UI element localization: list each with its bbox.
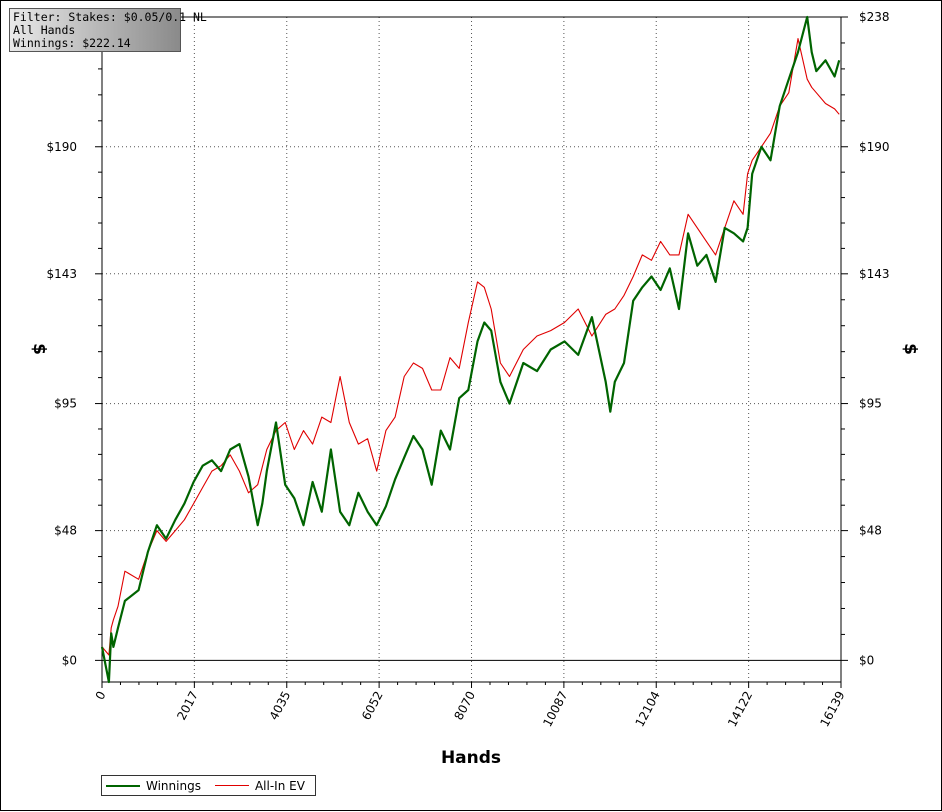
- allin-ev-swatch-icon: [214, 785, 249, 786]
- legend-label-allin-ev: All-In EV: [254, 778, 305, 793]
- y-tick-label-right: $48: [859, 524, 882, 538]
- y-tick-label-right: $238: [859, 10, 890, 24]
- x-tick-label: 0: [93, 689, 109, 702]
- y-tick-label-left: $190: [46, 140, 77, 154]
- filter-text: Filter: Stakes: $0.05/0.1 NL: [13, 10, 207, 24]
- x-axis-title: Hands: [441, 748, 501, 768]
- winnings-swatch-icon: [106, 784, 140, 787]
- y-tick-label-left: $143: [46, 267, 77, 281]
- x-tick-label: 10087: [540, 689, 570, 729]
- x-tick-label: 8070: [451, 689, 478, 723]
- x-tick-label: 2017: [174, 689, 201, 723]
- y-axis-title-right: $: [900, 343, 920, 355]
- hands-filter-text: All Hands: [13, 23, 76, 37]
- x-tick-label: 16139: [817, 689, 847, 729]
- x-tick-label: 12104: [633, 689, 663, 729]
- legend: Winnings All-In EV: [101, 775, 316, 796]
- y-tick-label-left: $95: [54, 397, 77, 411]
- legend-item-allin-ev: All-In EV: [214, 778, 305, 793]
- axis-layer: [95, 16, 848, 688]
- series-layer: [100, 15, 841, 684]
- legend-item-winnings: Winnings: [106, 779, 201, 793]
- y-tick-label-left: $48: [54, 524, 77, 538]
- allin-ev-line: [101, 38, 840, 656]
- filter-info-box: Filter: Stakes: $0.05/0.1 NL All Hands W…: [9, 8, 207, 52]
- x-tick-label: 14122: [725, 689, 755, 729]
- y-tick-label-right: $95: [859, 397, 882, 411]
- y-axis-title-left: $: [29, 343, 49, 355]
- legend-label-winnings: Winnings: [146, 778, 201, 793]
- winnings-text: Winnings: $222.14: [13, 36, 131, 50]
- grid-layer: [102, 17, 841, 682]
- x-tick-label: 6052: [359, 689, 386, 723]
- y-tick-label-right: $143: [859, 267, 890, 281]
- y-tick-label-right: $0: [859, 653, 874, 667]
- label-layer: 0 2017 4035 6052 8070 10087 12104 14122 16139 $0 $…: [46, 10, 889, 729]
- y-tick-label-right: $190: [859, 140, 890, 154]
- x-tick-label: 4035: [267, 689, 294, 723]
- winnings-line: [100, 15, 841, 684]
- y-tick-label-left: $0: [62, 653, 77, 667]
